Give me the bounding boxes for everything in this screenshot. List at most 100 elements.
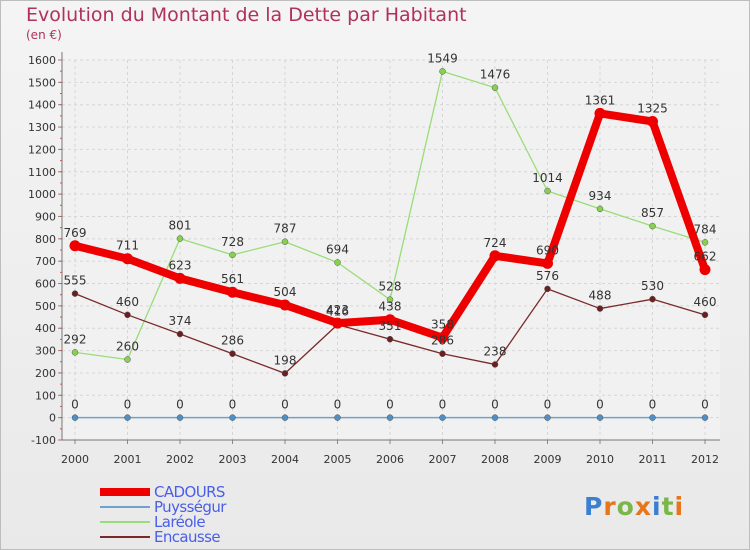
data-point-encausse: [491, 361, 499, 368]
y-tick-label: 600: [35, 278, 56, 291]
x-tick-label: 2008: [481, 453, 509, 466]
data-point-encausse: [386, 335, 394, 343]
data-point-puysségur: [439, 414, 446, 421]
data-point-puysségur: [176, 414, 184, 421]
data-point-laréole: [439, 68, 446, 75]
data-label-laréole: 694: [326, 243, 349, 257]
data-point-cadours: [279, 299, 291, 311]
data-point-encausse: [229, 350, 236, 357]
data-label-encausse: 286: [221, 334, 244, 348]
data-point-cadours: [594, 107, 606, 119]
logo-letter: t: [661, 492, 675, 521]
data-label-cadours: 423: [326, 303, 349, 317]
legend-swatch-cadours: [100, 488, 150, 496]
y-tick-label: 300: [35, 345, 56, 358]
data-label-encausse: 286: [431, 334, 454, 348]
data-point-laréole: [491, 84, 499, 91]
y-tick-label: 1600: [28, 54, 56, 67]
data-label-puysségur: 0: [439, 398, 447, 412]
data-label-puysségur: 0: [544, 398, 552, 412]
y-tick-label: 1000: [28, 188, 56, 201]
x-tick-label: 2010: [586, 453, 614, 466]
data-point-encausse: [71, 290, 79, 297]
data-label-cadours: 623: [169, 258, 192, 272]
y-tick-label: 100: [35, 389, 56, 402]
data-point-puysségur: [596, 414, 604, 421]
x-tick-label: 2009: [534, 453, 562, 466]
legend-swatch-encausse: [100, 536, 150, 538]
x-tick-label: 2002: [166, 453, 194, 466]
data-label-laréole: 857: [641, 206, 664, 220]
data-point-encausse: [281, 370, 289, 377]
legend-label-lareole: Laréole: [154, 513, 206, 531]
x-tick-label: 2004: [271, 453, 299, 466]
data-point-laréole: [386, 296, 394, 303]
legend-swatch-puyssegur: [100, 506, 150, 508]
data-label-cadours: 1325: [637, 101, 668, 115]
data-point-cadours: [332, 317, 343, 329]
x-tick-label: 2000: [61, 453, 89, 466]
y-tick-label: 700: [35, 255, 56, 268]
data-label-encausse: 555: [64, 274, 87, 288]
data-point-encausse: [701, 311, 709, 319]
axes: -100010020030040050060070080090010001100…: [28, 52, 720, 466]
data-label-puysségur: 0: [596, 398, 604, 412]
y-tick-label: 200: [35, 367, 56, 380]
x-tick-label: 2012: [691, 453, 719, 466]
x-tick-label: 2011: [639, 453, 667, 466]
data-label-laréole: 1014: [532, 171, 563, 185]
data-label-laréole: 728: [221, 235, 244, 249]
data-point-laréole: [281, 238, 289, 245]
series-layer: [69, 68, 711, 421]
data-label-encausse: 460: [694, 295, 717, 309]
data-label-laréole: 934: [589, 189, 612, 203]
data-point-cadours: [489, 250, 501, 262]
chart-title: Evolution du Montant de la Dette par Hab…: [26, 4, 467, 26]
data-point-puysségur: [281, 414, 289, 421]
data-label-cadours: 769: [64, 226, 87, 240]
y-tick-label: 1100: [28, 166, 56, 179]
data-point-puysségur: [229, 414, 236, 421]
y-tick-label: 1200: [28, 143, 56, 156]
data-point-cadours: [647, 115, 658, 127]
data-point-cadours: [69, 240, 81, 252]
y-tick-label: 1400: [28, 99, 56, 112]
data-label-encausse: 460: [116, 295, 139, 309]
data-point-laréole: [649, 222, 656, 230]
data-point-puysségur: [701, 414, 709, 421]
x-tick-label: 2001: [114, 453, 142, 466]
data-label-cadours: 561: [221, 272, 244, 286]
data-label-laréole: 260: [116, 340, 139, 354]
x-tick-label: 2006: [376, 453, 404, 466]
data-point-cadours: [699, 264, 711, 276]
data-label-puysségur: 0: [491, 398, 499, 412]
data-point-encausse: [176, 330, 184, 338]
legend-label-cadours: CADOURS: [154, 483, 225, 501]
data-point-cadours: [174, 272, 186, 284]
data-point-puysségur: [649, 414, 656, 421]
legend-label-encausse: Encausse: [154, 528, 221, 546]
data-label-cadours: 1361: [585, 93, 616, 107]
x-tick-label: 2005: [324, 453, 352, 466]
data-label-cadours: 438: [379, 300, 402, 314]
data-point-puysségur: [334, 414, 341, 421]
legend-label-puyssegur: Puysségur: [154, 498, 226, 516]
logo-letter: i: [674, 492, 685, 521]
data-point-laréole: [701, 239, 709, 246]
y-tick-label: 800: [35, 233, 56, 246]
data-label-encausse: 374: [169, 314, 192, 328]
plot-area: [62, 60, 720, 440]
data-point-puysségur: [544, 414, 551, 421]
data-label-encausse: 416: [326, 305, 349, 319]
data-point-encausse: [544, 285, 551, 293]
data-label-laréole: 528: [379, 280, 402, 294]
data-point-puysségur: [124, 414, 131, 421]
data-label-laréole: 292: [64, 332, 87, 346]
data-label-puysségur: 0: [334, 398, 342, 412]
data-point-laréole: [71, 349, 79, 356]
data-point-laréole: [229, 251, 236, 259]
data-point-laréole: [124, 356, 131, 363]
data-point-encausse: [596, 305, 604, 312]
data-point-laréole: [176, 235, 184, 242]
